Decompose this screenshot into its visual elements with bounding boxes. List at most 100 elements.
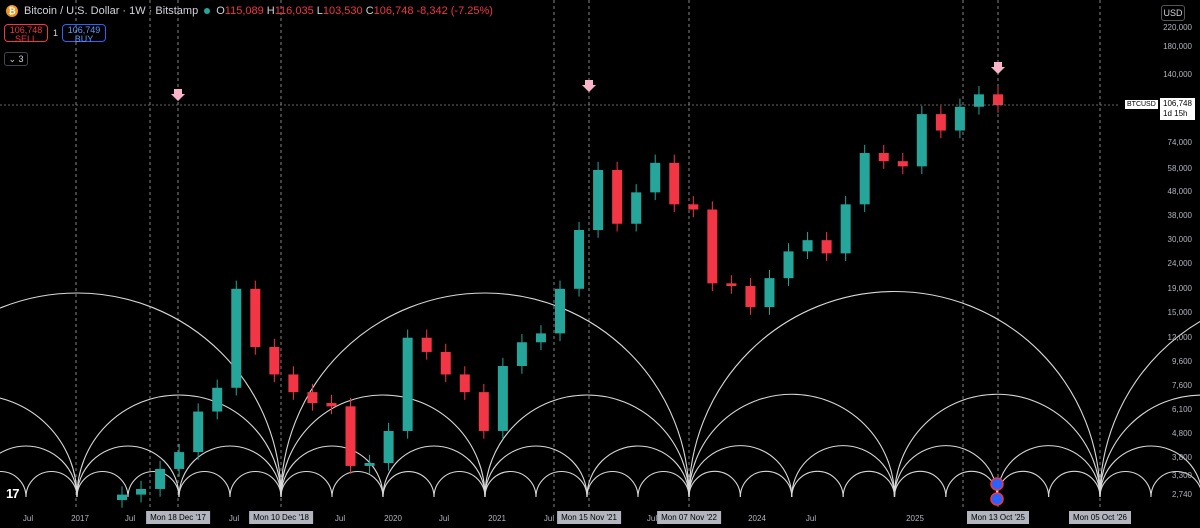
cycle-arc <box>586 445 690 498</box>
candle-body <box>954 106 965 131</box>
candle-body <box>250 288 261 347</box>
time-tick: Jul <box>543 514 555 523</box>
cycle-arc <box>484 445 588 498</box>
time-tick: Jul <box>646 514 658 523</box>
sell-button[interactable]: 106,748 SELL <box>4 24 48 44</box>
cycle-arc <box>280 394 486 498</box>
down-arrow-icon <box>582 80 596 92</box>
price-tick: 180,000 <box>1163 42 1192 51</box>
cycle-arc <box>76 445 180 498</box>
cycle-arc <box>280 445 384 498</box>
candle-body <box>440 351 451 375</box>
candle-body <box>802 240 813 252</box>
candle-body <box>726 283 737 287</box>
candle-body <box>688 204 699 210</box>
price-tick: 74,000 <box>1167 138 1192 147</box>
price-tick: 3,800 <box>1171 453 1192 462</box>
candle-body <box>859 153 870 205</box>
price-tick: 2,740 <box>1171 490 1192 499</box>
price-tick: 48,000 <box>1167 187 1192 196</box>
candle-body <box>117 494 127 501</box>
price-tick: 15,000 <box>1167 308 1192 317</box>
candle-body <box>478 392 489 431</box>
event-icons[interactable] <box>990 477 1004 506</box>
cycle-arc <box>331 470 384 498</box>
price-tick: 3,300 <box>1171 471 1192 480</box>
cycle-arc <box>945 470 998 498</box>
cycle-top-markers <box>171 62 1005 101</box>
cycle-arc <box>0 292 282 498</box>
candle-body <box>612 169 623 224</box>
cycle-arc <box>688 291 1101 498</box>
price-tick: 24,000 <box>1167 259 1192 268</box>
cycle-arc <box>1099 445 1200 498</box>
cycle-arc <box>996 470 1050 498</box>
time-tick: Jul <box>805 514 817 523</box>
cycle-arc <box>893 393 1101 498</box>
cycle-arc <box>791 470 844 498</box>
buy-button[interactable]: 106,749 BUY <box>62 24 106 44</box>
candle-body <box>878 153 889 162</box>
cycle-arc <box>1099 320 1200 498</box>
time-tick: 2021 <box>488 514 506 523</box>
cycle-arc <box>0 470 27 498</box>
cycle-date-label: Mon 10 Dec '18 <box>249 511 313 524</box>
symbol-title[interactable]: Bitcoin / U.S. Dollar · 1W · Bitstamp <box>24 5 199 17</box>
cycle-arc <box>688 470 741 498</box>
cycle-arc <box>0 397 78 498</box>
cycle-arc <box>1099 470 1152 498</box>
candle-body <box>212 387 223 412</box>
time-tick: Jul <box>438 514 450 523</box>
time-tick: 2020 <box>384 514 402 523</box>
candle-body <box>993 94 1003 106</box>
candle-body <box>155 468 166 489</box>
bitcoin-icon: ₿ <box>6 5 18 17</box>
cycle-arc <box>586 470 639 498</box>
candle-body <box>555 288 565 334</box>
candle-body <box>516 342 527 367</box>
candle-body <box>364 463 375 466</box>
cycle-arc <box>178 470 231 498</box>
candle-body <box>650 162 661 193</box>
price-tick: 140,000 <box>1163 70 1192 79</box>
candle-body <box>535 333 546 343</box>
time-tick: 2024 <box>748 514 766 523</box>
cycle-date-label: Mon 15 Nov '21 <box>557 511 621 524</box>
time-tick: Jul <box>124 514 136 523</box>
cycle-arc <box>637 470 690 498</box>
time-tick: Jul <box>334 514 346 523</box>
candle-body <box>459 374 470 393</box>
cycle-arc <box>791 445 896 498</box>
price-tick: 7,600 <box>1171 381 1192 390</box>
cycle-arc <box>739 470 793 498</box>
candle-body <box>821 240 832 254</box>
cycle-arc <box>25 470 78 498</box>
chart-header: ₿ Bitcoin / U.S. Dollar · 1W · Bitstamp … <box>6 5 493 17</box>
currency-button[interactable]: USD <box>1161 5 1185 21</box>
candle-body <box>593 169 604 231</box>
cycle-arc <box>484 394 690 498</box>
cycle-arc <box>688 393 896 498</box>
time-tick: Jul <box>22 514 34 523</box>
ohlc-values: O115,089 H116,035 L103,530 C106,748 -8,3… <box>216 5 493 17</box>
candle-body <box>707 209 718 284</box>
candle-body <box>783 251 794 279</box>
flash-event-icon[interactable] <box>990 477 1004 491</box>
candle-body <box>935 114 946 131</box>
candle-body <box>916 114 927 167</box>
indicators-collapse-button[interactable]: ⌄ 3 <box>4 52 28 66</box>
cycle-arc <box>893 445 998 498</box>
cycle-arc <box>484 470 537 498</box>
cycle-date-label: Mon 05 Oct '26 <box>1069 511 1131 524</box>
candle-body <box>383 430 394 464</box>
candle-body <box>345 406 356 466</box>
down-arrow-icon <box>991 62 1005 74</box>
price-tick: 19,000 <box>1167 284 1192 293</box>
cycle-arc <box>433 470 486 498</box>
earnings-event-icon[interactable] <box>990 492 1004 506</box>
candle-body <box>497 366 508 431</box>
candle-body <box>669 162 680 205</box>
candle-body <box>973 94 984 107</box>
cycle-date-label: Mon 13 Oct '25 <box>967 511 1029 524</box>
